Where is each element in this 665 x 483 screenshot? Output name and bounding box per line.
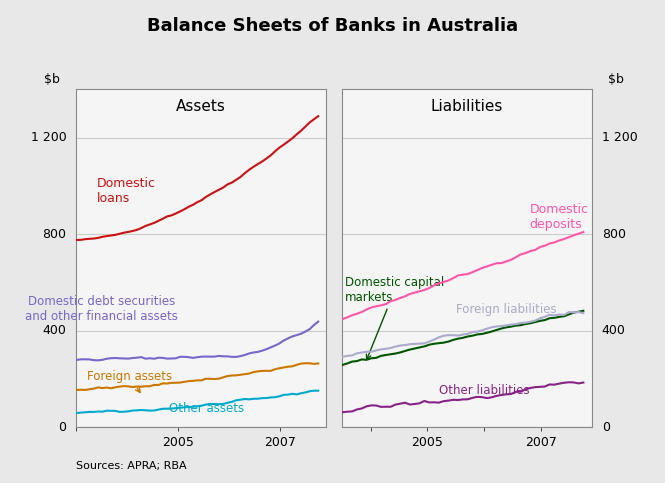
Text: Domestic
loans: Domestic loans xyxy=(97,177,156,205)
Text: Domestic capital
markets: Domestic capital markets xyxy=(345,276,445,359)
Text: Liabilities: Liabilities xyxy=(431,99,503,114)
Text: $b: $b xyxy=(44,73,60,86)
Text: 400: 400 xyxy=(602,325,626,337)
Text: 1 200: 1 200 xyxy=(602,131,638,144)
Text: 0: 0 xyxy=(602,421,610,434)
Text: Domestic
deposits: Domestic deposits xyxy=(529,203,589,231)
Text: Foreign assets: Foreign assets xyxy=(86,370,172,393)
Text: Domestic debt securities
and other financial assets: Domestic debt securities and other finan… xyxy=(25,295,178,323)
Text: 1 200: 1 200 xyxy=(31,131,66,144)
Text: Sources: APRA; RBA: Sources: APRA; RBA xyxy=(76,461,187,471)
Text: Assets: Assets xyxy=(176,99,226,114)
Text: Other assets: Other assets xyxy=(170,402,245,415)
Text: 400: 400 xyxy=(43,325,66,337)
Text: Foreign liabilities: Foreign liabilities xyxy=(456,303,557,316)
Text: 0: 0 xyxy=(59,421,66,434)
Text: Other liabilities: Other liabilities xyxy=(439,384,529,397)
Text: 800: 800 xyxy=(602,228,626,241)
Text: Balance Sheets of Banks in Australia: Balance Sheets of Banks in Australia xyxy=(147,17,518,35)
Text: 800: 800 xyxy=(43,228,66,241)
Text: $b: $b xyxy=(608,73,624,86)
